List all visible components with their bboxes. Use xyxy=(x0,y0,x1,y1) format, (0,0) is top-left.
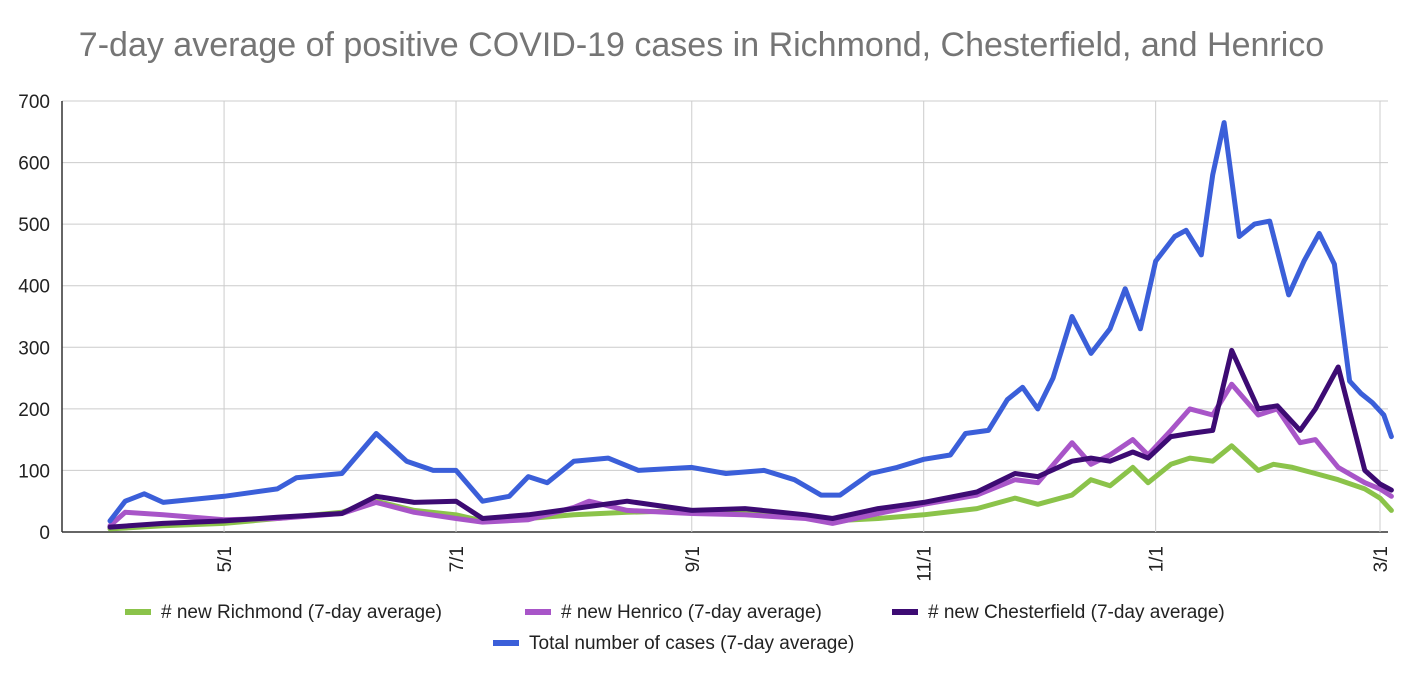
y-tick-label: 700 xyxy=(18,92,50,113)
y-tick-label: 500 xyxy=(18,215,50,236)
x-tick-label: 9/1 xyxy=(683,546,704,572)
x-tick-label: 5/1 xyxy=(215,546,236,572)
x-tick-label: 7/1 xyxy=(447,546,468,572)
chart-title: 7-day average of positive COVID-19 cases… xyxy=(78,26,1325,64)
y-tick-label: 200 xyxy=(18,400,50,421)
y-tick-label: 400 xyxy=(18,277,50,298)
y-tick-label: 0 xyxy=(39,523,50,544)
y-tick-label: 600 xyxy=(18,154,50,175)
legend-label: Total number of cases (7-day average) xyxy=(529,633,854,654)
legend-label: # new Richmond (7-day average) xyxy=(161,602,442,623)
y-tick-label: 300 xyxy=(18,338,50,359)
x-tick-label: 11/1 xyxy=(915,546,936,582)
series-line-4 xyxy=(107,120,1394,524)
series-line-2 xyxy=(107,381,1394,529)
y-tick-label: 100 xyxy=(18,461,50,482)
series-line-3 xyxy=(107,347,1394,530)
legend-label: # new Chesterfield (7-day average) xyxy=(928,602,1225,623)
x-tick-label: 1/1 xyxy=(1147,546,1168,572)
legend-label: # new Henrico (7-day average) xyxy=(561,602,822,623)
x-tick-label: 3/1 xyxy=(1371,546,1392,572)
